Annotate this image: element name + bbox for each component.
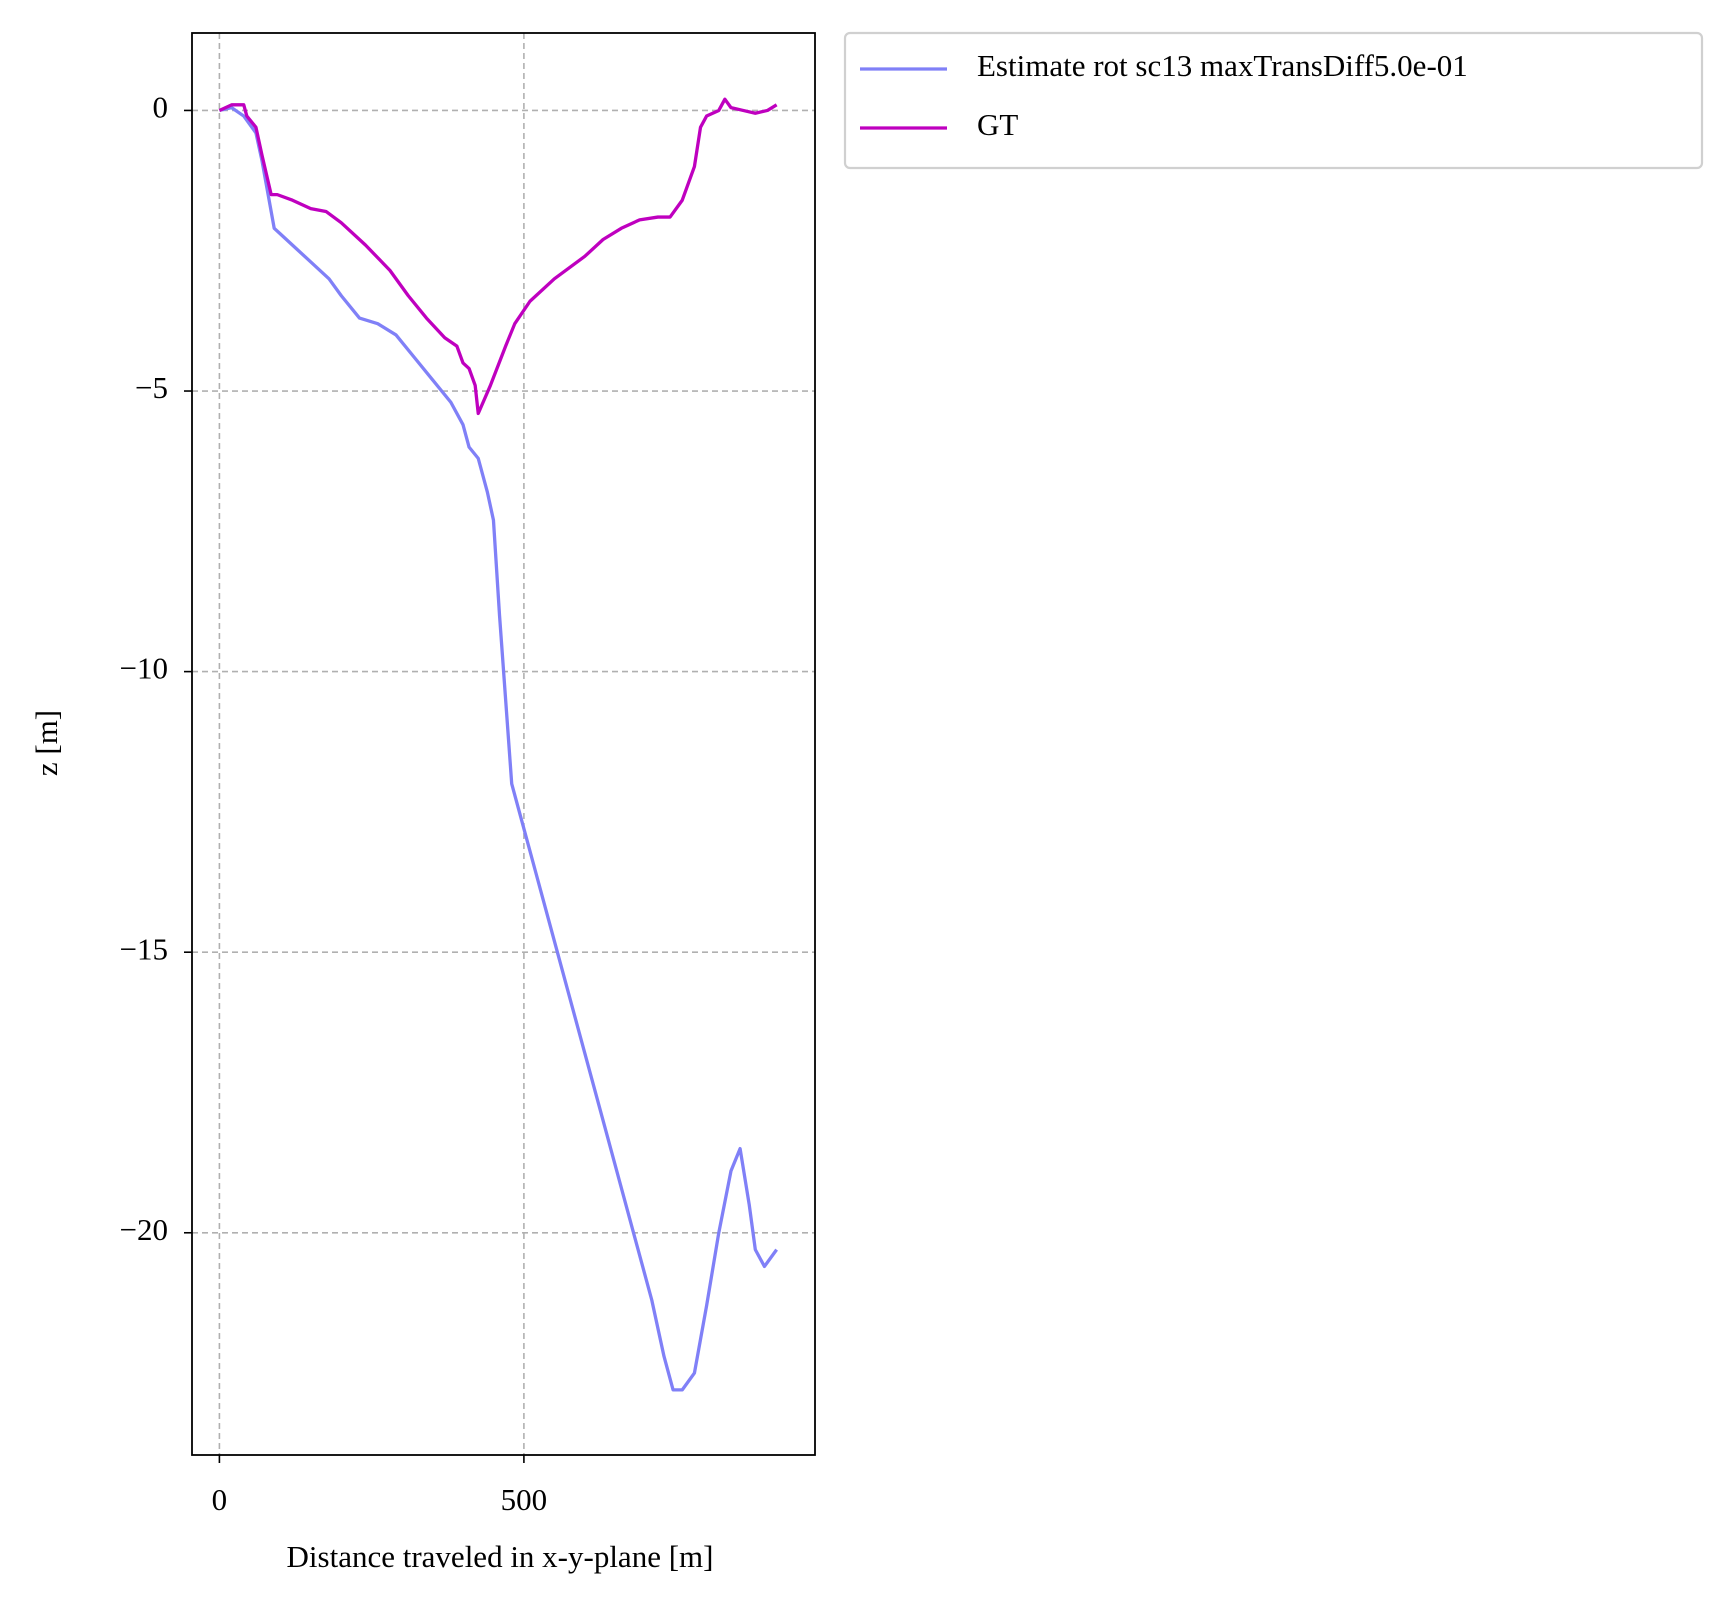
y-axis-label: z [m] <box>29 710 64 776</box>
y-tick-label: −20 <box>120 1212 168 1247</box>
legend-box <box>843 31 1704 170</box>
x-tick-label: 0 <box>212 1482 228 1517</box>
x-tick-label: 500 <box>501 1482 548 1517</box>
data-line <box>219 105 778 1392</box>
legend-label: GT <box>977 107 1018 142</box>
y-tick-label: −10 <box>120 651 168 686</box>
y-tick-label: −5 <box>135 370 168 405</box>
x-axis-label: Distance traveled in x-y-plane [m] <box>287 1539 714 1574</box>
y-tick-label: 0 <box>153 90 169 125</box>
plot-frame <box>191 32 816 1456</box>
data-line <box>218 97 778 416</box>
y-tick-label: −15 <box>120 931 168 966</box>
legend-label: Estimate rot sc13 maxTransDiff5.0e-01 <box>977 48 1468 83</box>
